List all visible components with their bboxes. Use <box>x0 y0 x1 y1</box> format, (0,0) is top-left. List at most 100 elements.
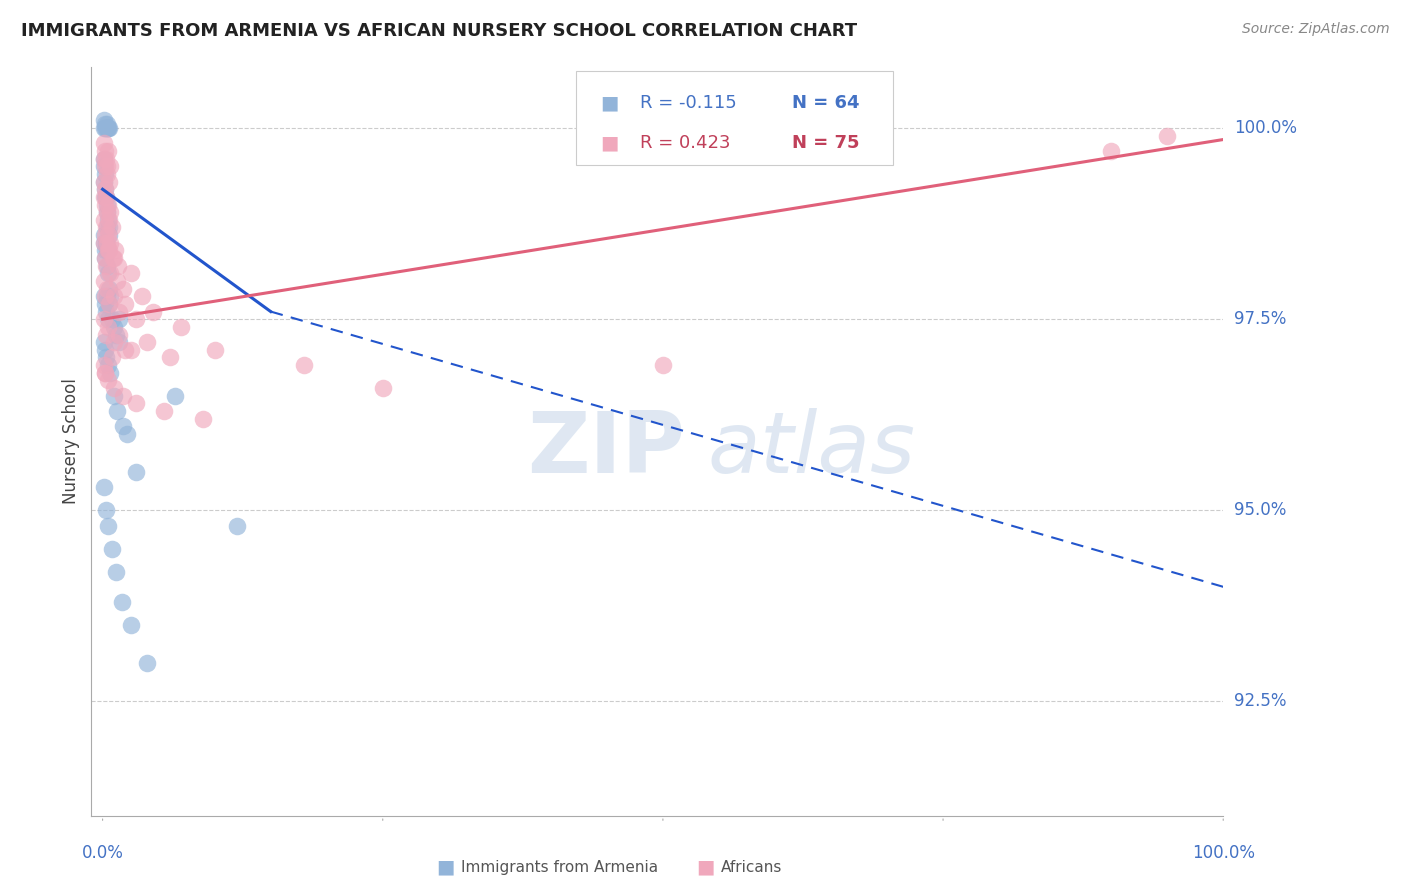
Point <box>108 335 131 350</box>
Point <box>97 197 120 211</box>
Point <box>93 312 115 326</box>
Point <box>97 244 120 258</box>
Point <box>94 259 117 273</box>
Point <box>100 266 122 280</box>
Text: Africans: Africans <box>721 860 783 874</box>
Point <box>93 235 115 250</box>
Point <box>94 190 117 204</box>
Point <box>103 319 125 334</box>
Text: atlas: atlas <box>707 408 915 491</box>
Point <box>96 205 118 219</box>
Point <box>159 351 181 365</box>
Point <box>96 121 118 136</box>
Point <box>94 190 117 204</box>
Text: ■: ■ <box>696 857 714 877</box>
Point <box>94 117 117 131</box>
Point <box>117 426 139 441</box>
Point <box>97 212 120 227</box>
Point <box>100 541 122 556</box>
Point <box>94 366 117 380</box>
Point <box>120 343 142 357</box>
Point <box>97 266 120 280</box>
Point <box>93 480 115 494</box>
Text: ■: ■ <box>436 857 454 877</box>
Point <box>165 389 187 403</box>
Point <box>100 289 122 303</box>
Point <box>107 259 129 273</box>
Text: 0.0%: 0.0% <box>82 844 124 862</box>
Point <box>97 228 120 243</box>
Text: Source: ZipAtlas.com: Source: ZipAtlas.com <box>1241 22 1389 37</box>
Point <box>100 312 122 326</box>
Text: ZIP: ZIP <box>527 408 685 491</box>
Point <box>104 244 127 258</box>
Point <box>103 335 125 350</box>
Point <box>94 251 117 265</box>
Point <box>111 282 134 296</box>
Point <box>142 304 165 318</box>
Text: N = 75: N = 75 <box>792 134 859 152</box>
Point <box>96 159 118 173</box>
Text: IMMIGRANTS FROM ARMENIA VS AFRICAN NURSERY SCHOOL CORRELATION CHART: IMMIGRANTS FROM ARMENIA VS AFRICAN NURSE… <box>21 22 858 40</box>
Point <box>125 312 148 326</box>
Point <box>103 289 125 303</box>
Point <box>100 366 122 380</box>
Point <box>193 411 215 425</box>
Point <box>100 220 122 235</box>
Text: N = 64: N = 64 <box>792 94 859 112</box>
Point <box>96 197 118 211</box>
Point <box>371 381 394 395</box>
Point <box>131 289 153 303</box>
Point <box>93 228 115 243</box>
Point <box>97 121 120 136</box>
Point <box>93 335 115 350</box>
Point <box>226 518 249 533</box>
Point <box>108 327 131 342</box>
Point <box>93 152 115 166</box>
Point <box>97 144 120 158</box>
Point <box>93 152 115 166</box>
Point <box>93 175 115 189</box>
Point <box>94 503 117 517</box>
Point <box>96 117 118 131</box>
Point <box>97 121 120 136</box>
Point <box>97 312 120 326</box>
Point <box>93 235 115 250</box>
Point <box>98 228 121 243</box>
Point <box>105 565 128 579</box>
Point <box>100 159 122 173</box>
Point <box>93 136 115 151</box>
Point <box>94 228 117 243</box>
Point <box>97 373 120 387</box>
Point <box>136 335 159 350</box>
Point <box>1099 144 1122 158</box>
Point <box>94 182 117 196</box>
Point <box>105 274 128 288</box>
Point <box>93 121 115 136</box>
Point <box>94 144 117 158</box>
Point <box>93 113 115 128</box>
Point <box>98 282 121 296</box>
Point <box>136 657 159 671</box>
Point <box>96 220 118 235</box>
Point <box>93 190 115 204</box>
Text: 100.0%: 100.0% <box>1234 119 1298 137</box>
Text: 97.5%: 97.5% <box>1234 310 1286 328</box>
Text: 95.0%: 95.0% <box>1234 501 1286 519</box>
Point <box>97 121 120 136</box>
Point <box>94 289 117 303</box>
Point <box>103 251 125 265</box>
Point <box>98 297 121 311</box>
Point <box>97 220 120 235</box>
Point <box>120 618 142 632</box>
Point <box>94 167 117 181</box>
Text: Immigrants from Armenia: Immigrants from Armenia <box>461 860 658 874</box>
Text: R = 0.423: R = 0.423 <box>640 134 730 152</box>
Point <box>111 595 134 609</box>
Point <box>94 121 117 136</box>
Point <box>94 121 117 136</box>
Point <box>93 212 115 227</box>
Point <box>97 518 120 533</box>
Point <box>94 351 117 365</box>
Point <box>111 419 134 434</box>
